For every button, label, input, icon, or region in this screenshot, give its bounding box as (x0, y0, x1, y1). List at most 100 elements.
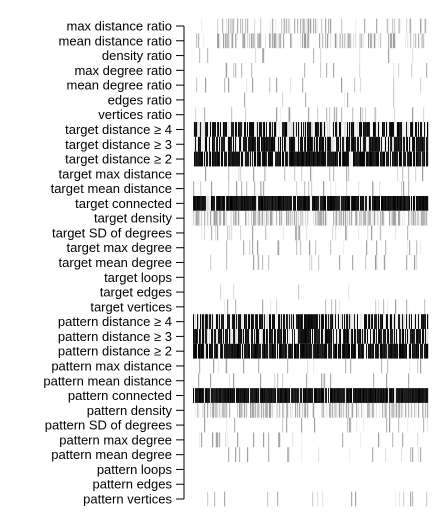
heatmap-cell (300, 195, 302, 211)
heatmap-cell (389, 195, 391, 211)
heatmap-cell (399, 491, 401, 507)
heatmap-cell (416, 136, 418, 152)
heatmap-cell (395, 299, 397, 315)
heatmap-cell (360, 343, 362, 359)
heatmap-cell (207, 122, 209, 137)
heatmap-cell (215, 388, 217, 403)
heatmap-cell (220, 210, 222, 226)
y-tick-label: pattern mean degree (51, 447, 172, 462)
heatmap-cell (423, 329, 425, 344)
heatmap-cell (401, 136, 403, 152)
heatmap-cell (258, 195, 260, 211)
heatmap-cell (361, 122, 363, 137)
heatmap-cell (340, 136, 342, 152)
heatmap-cell (274, 122, 276, 137)
heatmap-cell (211, 195, 213, 211)
heatmap-cell (418, 122, 420, 137)
heatmap-cell (278, 343, 280, 359)
heatmap-cell (355, 314, 357, 330)
heatmap-cell (221, 122, 223, 137)
heatmap-cell (364, 314, 366, 330)
heatmap-cell (413, 195, 415, 211)
heatmap-cell (269, 343, 271, 359)
heatmap-cell (360, 107, 362, 123)
heatmap-cell (341, 136, 343, 152)
heatmap-cell (202, 343, 204, 359)
heatmap-cell (286, 417, 288, 433)
heatmap-cell (420, 314, 422, 330)
heatmap-cell (204, 210, 206, 226)
heatmap-cell (269, 77, 271, 93)
heatmap-cell (366, 314, 368, 330)
heatmap-cell (289, 136, 291, 152)
heatmap-cell (358, 343, 360, 359)
heatmap-cell (324, 136, 326, 152)
heatmap-cell (394, 122, 396, 137)
heatmap-cell (241, 181, 243, 196)
heatmap-cell (317, 122, 319, 137)
heatmap-cell (419, 136, 421, 152)
heatmap-cell (394, 210, 396, 226)
y-tick-label: vertices ratio (98, 107, 172, 122)
heatmap-cell (331, 388, 333, 403)
heatmap-cell (355, 151, 357, 167)
heatmap-cell (225, 122, 227, 137)
heatmap-cell (259, 210, 261, 226)
heatmap-cell (328, 151, 330, 167)
heatmap-cell (320, 343, 322, 359)
heatmap-cell (355, 329, 357, 344)
heatmap-cell (234, 417, 236, 433)
heatmap-cell (241, 62, 243, 78)
heatmap-cell (242, 18, 244, 34)
heatmap-cell (217, 122, 219, 137)
heatmap-cell (290, 210, 292, 226)
heatmap-cell (261, 181, 263, 196)
heatmap-cell (252, 151, 254, 167)
heatmap-cell (376, 195, 378, 211)
heatmap-cell (318, 447, 320, 463)
heatmap-cell (359, 314, 361, 330)
heatmap-cell (225, 151, 227, 167)
heatmap-cell (195, 210, 197, 226)
heatmap-cell (427, 402, 429, 418)
heatmap-cell (266, 151, 268, 167)
heatmap-cell (314, 195, 316, 211)
heatmap-cell (359, 33, 361, 49)
heatmap-cell (285, 136, 287, 152)
heatmap-cell (212, 151, 214, 167)
heatmap-cell (396, 343, 398, 359)
heatmap-cell (240, 225, 242, 241)
heatmap-cell (416, 402, 418, 418)
heatmap-cell (330, 343, 332, 359)
heatmap-cell (416, 122, 418, 137)
heatmap-cell (360, 195, 362, 211)
heatmap-cell (387, 136, 389, 152)
heatmap-cell (245, 195, 247, 211)
heatmap-cell (205, 151, 207, 167)
heatmap-cell (204, 402, 206, 418)
heatmap-cell (367, 225, 369, 241)
heatmap-cell (302, 136, 304, 152)
heatmap-cell (382, 388, 384, 403)
heatmap-cell (307, 314, 309, 330)
heatmap-cell (335, 388, 337, 403)
heatmap-cell (425, 136, 427, 152)
heatmap-cell (418, 343, 420, 359)
heatmap-cell (229, 136, 231, 152)
heatmap-cell (377, 314, 379, 330)
heatmap-cell (281, 195, 283, 211)
heatmap-cell (325, 329, 327, 344)
heatmap-cell (378, 151, 380, 167)
heatmap-cell (216, 314, 218, 330)
heatmap-cell (400, 388, 402, 403)
heatmap-cell (266, 343, 268, 359)
heatmap-cell (275, 122, 277, 137)
heatmap-cell (229, 329, 231, 344)
heatmap-cell (393, 402, 395, 418)
heatmap-cell (425, 388, 427, 403)
heatmap-cell (383, 122, 385, 137)
heatmap-cell (235, 136, 237, 152)
heatmap-cell (326, 107, 328, 123)
heatmap-cell (266, 314, 268, 330)
heatmap-cell (300, 33, 302, 49)
